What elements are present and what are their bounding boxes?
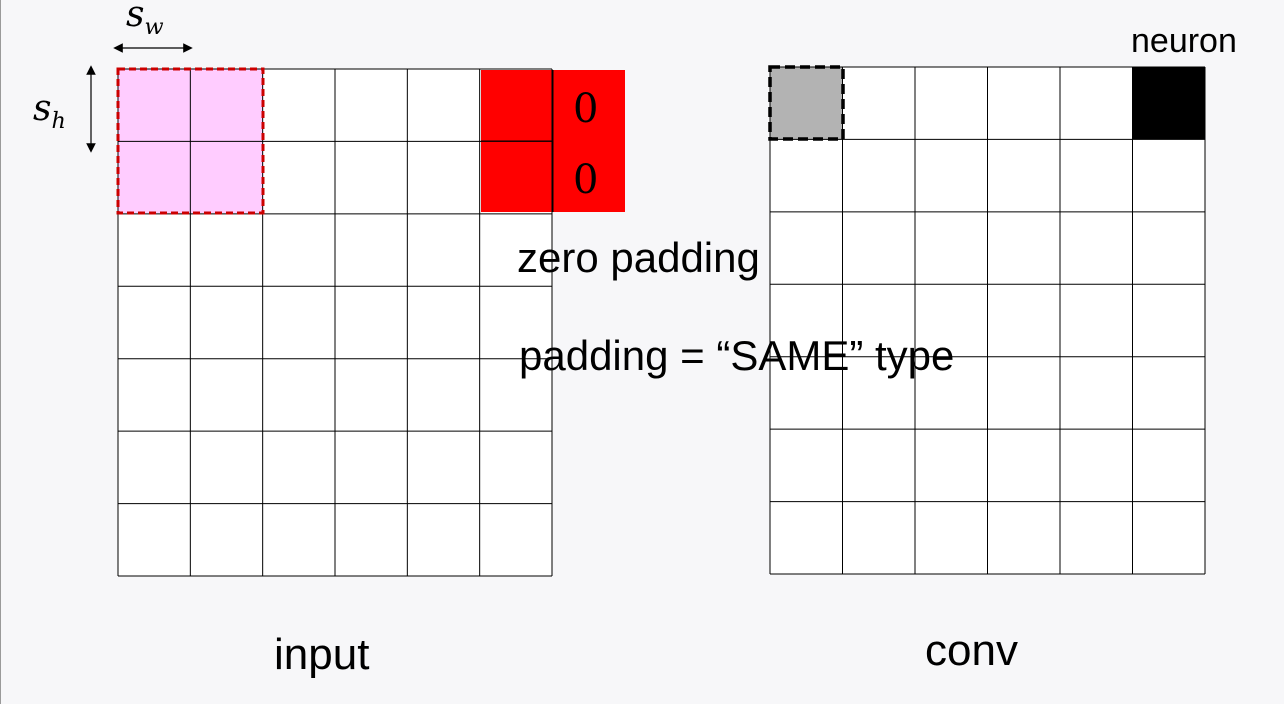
stride-height-subscript: h: [51, 107, 66, 134]
stride-width-subscript: w: [144, 13, 164, 40]
stride-height-label: sh: [33, 88, 66, 134]
zero-padding-label: zero padding: [517, 234, 760, 281]
neuron-label: neuron: [1131, 22, 1237, 60]
padding-grid-lines: [481, 70, 554, 212]
pad-zero-top: 0: [573, 86, 599, 132]
stride-width-symbol: s: [126, 0, 145, 35]
conv-output-cell-border: [768, 65, 845, 141]
receptive-field-border: [116, 67, 265, 215]
conv-output-cell: [770, 67, 843, 139]
input-grid-lines: [117, 68, 553, 577]
pad-zero-bottom: 0: [573, 157, 599, 203]
stride-width-label: sw: [126, 0, 164, 40]
input-label: input: [274, 630, 370, 679]
conv-label: conv: [925, 626, 1018, 675]
padding-type-label: padding = “SAME” type: [519, 332, 955, 379]
conv-grid-lines: [769, 66, 1206, 575]
neuron-cell: [1133, 67, 1205, 139]
stride-height-symbol: s: [33, 88, 52, 129]
